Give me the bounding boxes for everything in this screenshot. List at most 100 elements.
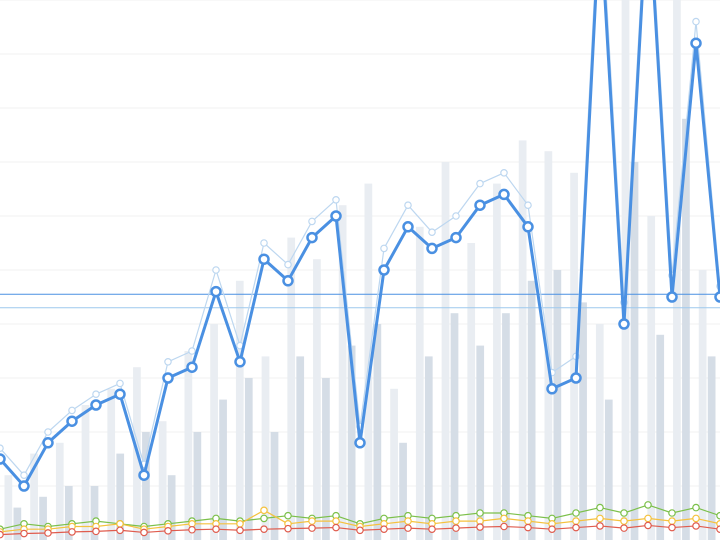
- bar-light: [416, 227, 424, 540]
- line-main-blue-marker: [428, 244, 437, 253]
- line-yellow-marker: [693, 515, 699, 521]
- bar-dark: [579, 302, 587, 540]
- line-red-marker: [477, 524, 483, 530]
- line-red-marker: [0, 531, 3, 537]
- line-thin-blue-marker: [477, 180, 483, 186]
- line-red-marker: [645, 522, 651, 528]
- bar-light: [236, 281, 244, 540]
- line-main-blue-marker: [308, 233, 317, 242]
- line-red-marker: [621, 525, 627, 531]
- line-main-blue-marker: [380, 266, 389, 275]
- line-main-blue-marker: [140, 471, 149, 480]
- line-main-blue-marker: [332, 212, 341, 221]
- line-thin-blue-marker: [45, 429, 51, 435]
- line-main-blue-marker: [716, 293, 720, 302]
- line-thin-blue-marker: [21, 472, 27, 478]
- line-yellow-marker: [645, 515, 651, 521]
- line-red-marker: [309, 525, 315, 531]
- bar-light: [185, 351, 193, 540]
- line-main-blue-marker: [212, 287, 221, 296]
- bar-light: [493, 184, 501, 540]
- line-red-marker: [93, 528, 99, 534]
- line-main-blue-marker: [284, 276, 293, 285]
- line-main-blue-marker: [116, 390, 125, 399]
- line-main-blue-marker: [44, 438, 53, 447]
- bar-light: [519, 140, 527, 540]
- bar-dark: [528, 281, 536, 540]
- line-main-blue-marker: [188, 363, 197, 372]
- line-main-blue-marker: [452, 233, 461, 242]
- bar-light: [210, 324, 218, 540]
- bar-light: [647, 216, 655, 540]
- activity-chart: [0, 0, 720, 540]
- line-main-blue-marker: [92, 401, 101, 410]
- line-thin-blue-marker: [165, 359, 171, 365]
- line-red-marker: [429, 526, 435, 532]
- line-main-blue-marker: [500, 190, 509, 199]
- line-yellow-marker: [237, 521, 243, 527]
- line-green-marker: [669, 510, 675, 516]
- line-red-marker: [381, 526, 387, 532]
- line-main-blue-marker: [236, 357, 245, 366]
- line-yellow-marker: [525, 518, 531, 524]
- line-red-marker: [237, 527, 243, 533]
- line-red-marker: [189, 527, 195, 533]
- bar-dark: [296, 356, 304, 540]
- bar-light: [442, 162, 450, 540]
- line-red-marker: [525, 524, 531, 530]
- line-yellow-marker: [597, 515, 603, 521]
- bar-dark: [245, 378, 253, 540]
- line-thin-blue-marker: [0, 445, 3, 451]
- line-yellow-marker: [309, 518, 315, 524]
- line-thin-blue-marker: [93, 391, 99, 397]
- line-main-blue-marker: [20, 482, 29, 491]
- bar-dark: [502, 313, 510, 540]
- line-green-marker: [621, 510, 627, 516]
- bar-dark: [322, 378, 330, 540]
- line-red-marker: [21, 530, 27, 536]
- line-yellow-marker: [333, 518, 339, 524]
- line-red-marker: [285, 525, 291, 531]
- line-red-marker: [357, 527, 363, 533]
- line-red-marker: [405, 525, 411, 531]
- line-yellow-marker: [117, 521, 123, 527]
- bar-dark: [425, 356, 433, 540]
- line-red-marker: [453, 525, 459, 531]
- line-thin-blue-marker: [501, 170, 507, 176]
- line-green-marker: [261, 515, 267, 521]
- bar-dark: [14, 508, 22, 540]
- line-red-marker: [141, 529, 147, 535]
- line-main-blue-marker: [476, 201, 485, 210]
- line-thin-blue-marker: [285, 261, 291, 267]
- line-main-blue-marker: [404, 222, 413, 231]
- line-yellow-marker: [261, 507, 267, 513]
- line-main-blue-marker: [668, 293, 677, 302]
- line-thin-blue-marker: [261, 240, 267, 246]
- line-thin-blue-marker: [189, 348, 195, 354]
- line-thin-blue-marker: [309, 218, 315, 224]
- line-red-marker: [69, 529, 75, 535]
- line-red-marker: [333, 524, 339, 530]
- line-red-marker: [597, 523, 603, 529]
- line-main-blue-marker: [692, 39, 701, 48]
- line-thin-blue-marker: [525, 202, 531, 208]
- line-green-marker: [573, 510, 579, 516]
- bar-light: [82, 405, 90, 540]
- line-red-marker: [213, 526, 219, 532]
- bar-dark: [554, 270, 562, 540]
- line-main-blue-marker: [356, 438, 365, 447]
- line-red-marker: [45, 530, 51, 536]
- line-green-marker: [285, 513, 291, 519]
- line-main-blue-marker: [572, 374, 581, 383]
- line-main-blue-marker: [524, 222, 533, 231]
- line-green-marker: [597, 504, 603, 510]
- line-thin-blue-marker: [117, 380, 123, 386]
- line-thin-blue-marker: [381, 245, 387, 251]
- line-main-blue-marker: [548, 384, 557, 393]
- line-red-marker: [117, 527, 123, 533]
- bar-light: [699, 270, 707, 540]
- line-yellow-marker: [669, 518, 675, 524]
- line-red-marker: [573, 524, 579, 530]
- line-thin-blue-marker: [333, 197, 339, 203]
- line-yellow-marker: [621, 518, 627, 524]
